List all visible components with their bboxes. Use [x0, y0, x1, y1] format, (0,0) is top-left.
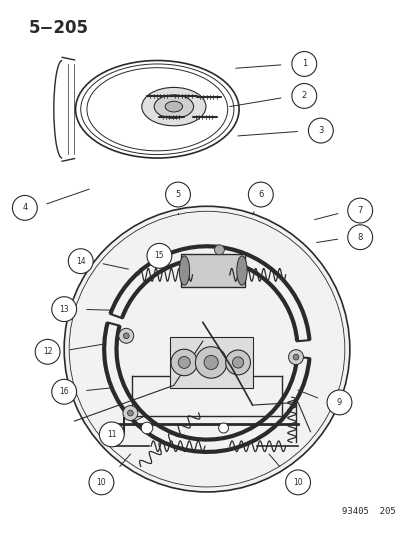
Circle shape: [195, 346, 226, 378]
Text: 8: 8: [357, 233, 362, 241]
Text: 10: 10: [292, 478, 302, 487]
Circle shape: [204, 356, 218, 369]
Circle shape: [292, 354, 298, 360]
Circle shape: [64, 206, 349, 492]
Text: 16: 16: [59, 387, 69, 396]
Text: 9: 9: [336, 398, 341, 407]
Text: 13: 13: [59, 305, 69, 313]
Circle shape: [232, 357, 243, 368]
Ellipse shape: [141, 87, 206, 126]
Circle shape: [89, 470, 114, 495]
Text: 1: 1: [301, 60, 306, 68]
Circle shape: [225, 350, 250, 375]
Circle shape: [127, 410, 133, 416]
Circle shape: [12, 196, 37, 220]
Text: 3: 3: [318, 126, 323, 135]
Circle shape: [141, 422, 152, 434]
Circle shape: [147, 244, 171, 268]
Text: 6: 6: [258, 190, 263, 199]
Ellipse shape: [236, 256, 247, 285]
Text: 5−205: 5−205: [29, 19, 89, 37]
Text: 11: 11: [107, 430, 116, 439]
Circle shape: [165, 182, 190, 207]
Circle shape: [347, 225, 372, 249]
Circle shape: [123, 406, 138, 421]
Circle shape: [308, 118, 332, 143]
Circle shape: [288, 350, 303, 365]
Circle shape: [52, 379, 76, 404]
Circle shape: [326, 390, 351, 415]
Text: 14: 14: [76, 257, 85, 265]
Circle shape: [285, 470, 310, 495]
Bar: [181, 254, 244, 287]
Ellipse shape: [179, 256, 189, 285]
Circle shape: [52, 297, 76, 321]
Circle shape: [68, 249, 93, 273]
Circle shape: [178, 357, 190, 368]
Ellipse shape: [165, 101, 182, 112]
Circle shape: [248, 182, 273, 207]
Circle shape: [291, 52, 316, 76]
Text: 15: 15: [154, 252, 164, 260]
Text: 7: 7: [357, 206, 362, 215]
Circle shape: [291, 84, 316, 108]
Circle shape: [35, 340, 60, 364]
Circle shape: [347, 198, 372, 223]
Circle shape: [119, 328, 133, 343]
Ellipse shape: [154, 95, 193, 118]
Circle shape: [171, 349, 197, 376]
Circle shape: [123, 333, 129, 338]
Text: 12: 12: [43, 348, 52, 356]
Circle shape: [218, 423, 228, 433]
Text: 4: 4: [22, 204, 27, 212]
Text: 93405  205: 93405 205: [341, 507, 394, 516]
Circle shape: [99, 422, 124, 447]
Text: 10: 10: [96, 478, 106, 487]
Text: 2: 2: [301, 92, 306, 100]
Bar: [169, 337, 252, 388]
Circle shape: [214, 245, 224, 255]
Text: 5: 5: [175, 190, 180, 199]
